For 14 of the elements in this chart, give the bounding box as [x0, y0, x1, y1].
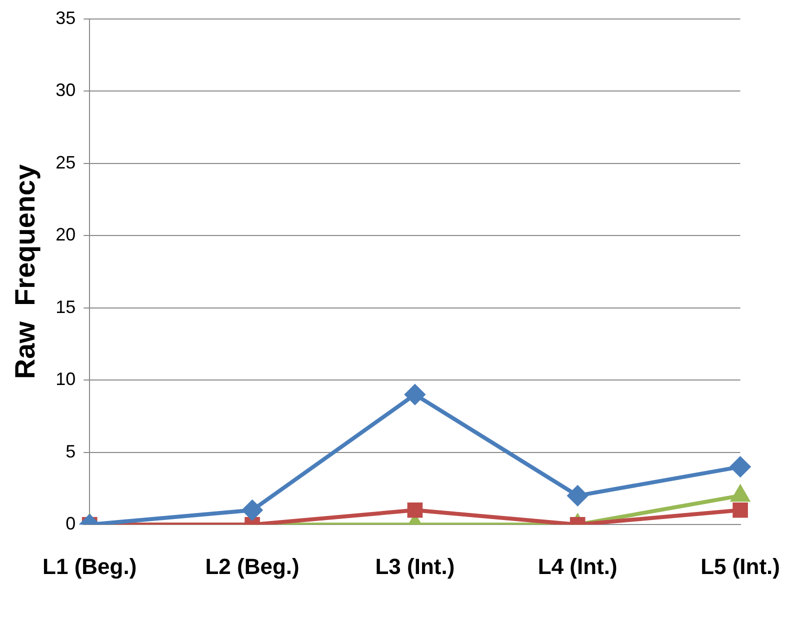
y-tick-label: 10	[56, 369, 76, 390]
x-tick-label: L4 (Int.)	[538, 554, 618, 579]
y-tick-label: 30	[56, 80, 76, 100]
x-tick-label: L3 (Int.)	[375, 554, 455, 579]
y-tick-label: 20	[56, 224, 76, 245]
y-tick-label: 15	[56, 296, 76, 317]
y-axis-title: Raw Frequency	[10, 164, 41, 380]
y-tick-label: 25	[56, 152, 76, 172]
x-tick-label: L5 (Int.)	[700, 554, 780, 579]
x-tick-label: L1 (Beg.)	[42, 554, 137, 579]
x-tick-label: L2 (Beg.)	[205, 554, 300, 579]
y-tick-label: 5	[66, 441, 76, 462]
y-tick-label: 0	[66, 514, 76, 534]
y-tick-label: 35	[56, 8, 76, 28]
